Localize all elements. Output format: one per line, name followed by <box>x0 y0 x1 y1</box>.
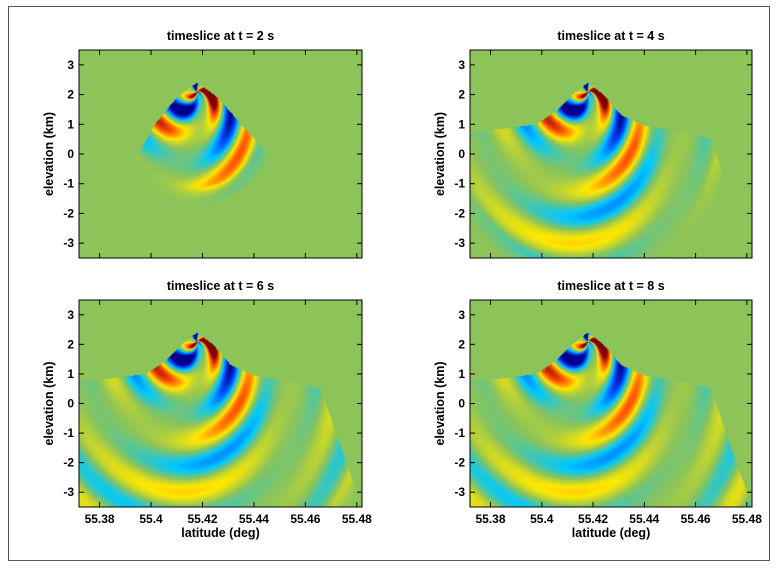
x-tick-label: 55.46 <box>681 512 711 526</box>
y-tick-label: -2 <box>63 456 74 470</box>
y-axis-label: elevation (km) <box>433 361 447 445</box>
y-tick-label: 1 <box>458 367 465 381</box>
timeslice-panel: timeslice at t = 6 s 3 2 1 0 -1 -2 -3 55.38 55.4 5… <box>42 279 372 540</box>
y-tick-label: -1 <box>454 426 465 440</box>
y-tick-label: -2 <box>63 206 74 220</box>
panel-title: timeslice at t = 4 s <box>557 29 664 43</box>
panel-title: timeslice at t = 8 s <box>557 279 664 293</box>
y-tick-label: -1 <box>63 177 74 191</box>
y-tick-label: -3 <box>63 236 74 250</box>
x-tick-label: 55.4 <box>530 512 554 526</box>
wavefield-heatmap <box>470 300 752 507</box>
wavefield-heatmap <box>79 50 362 258</box>
timeslice-panel: timeslice at t = 2 s 3 2 1 0 -1 -2 -3 elevation … <box>42 29 363 259</box>
y-tick-label: -3 <box>454 485 465 499</box>
x-axis-label: latitude (deg) <box>572 526 650 540</box>
y-tick-label: 3 <box>458 58 465 72</box>
y-tick-label: 2 <box>458 88 465 102</box>
x-tick-label: 55.42 <box>578 512 608 526</box>
panel-title: timeslice at t = 6 s <box>167 279 274 293</box>
x-tick-label: 55.42 <box>187 512 217 526</box>
y-tick-label: 2 <box>67 337 74 351</box>
y-tick-label: -2 <box>454 456 465 470</box>
y-tick-label: -2 <box>454 206 465 220</box>
x-tick-label: 55.46 <box>290 512 320 526</box>
panel-title: timeslice at t = 2 s <box>167 29 274 43</box>
y-axis-label: elevation (km) <box>433 112 447 196</box>
wavefield-heatmap <box>470 50 752 258</box>
x-tick-label: 55.38 <box>85 512 115 526</box>
y-tick-label: 1 <box>458 117 465 131</box>
y-tick-label: 1 <box>67 367 74 381</box>
y-tick-label: 1 <box>67 117 74 131</box>
y-axis-label: elevation (km) <box>42 361 56 445</box>
y-tick-label: 0 <box>67 147 74 161</box>
y-tick-label: -3 <box>63 485 74 499</box>
x-tick-label: 55.44 <box>629 512 659 526</box>
y-axis-label: elevation (km) <box>42 112 56 196</box>
y-tick-label: 2 <box>458 337 465 351</box>
x-tick-label: 55.44 <box>239 512 269 526</box>
x-axis-label: latitude (deg) <box>181 526 259 540</box>
y-tick-label: 0 <box>458 147 465 161</box>
x-tick-label: 55.38 <box>475 512 505 526</box>
x-tick-label: 55.48 <box>342 512 372 526</box>
y-tick-label: 0 <box>458 397 465 411</box>
wavefield-heatmap <box>79 300 362 507</box>
y-tick-label: -1 <box>63 426 74 440</box>
x-tick-label: 55.4 <box>139 512 163 526</box>
y-tick-label: 3 <box>67 58 74 72</box>
y-tick-label: 3 <box>458 308 465 322</box>
x-tick-label: 55.48 <box>732 512 762 526</box>
y-tick-label: 0 <box>67 397 74 411</box>
timeslice-panel: timeslice at t = 8 s 3 2 1 0 -1 -2 -3 55.38 55.4 5… <box>433 279 762 540</box>
y-tick-label: -3 <box>454 236 465 250</box>
y-tick-label: 3 <box>67 308 74 322</box>
y-tick-label: 2 <box>67 88 74 102</box>
y-tick-label: -1 <box>454 177 465 191</box>
timeslice-panel: timeslice at t = 4 s 3 2 1 0 -1 -2 -3 elevation … <box>433 29 753 259</box>
